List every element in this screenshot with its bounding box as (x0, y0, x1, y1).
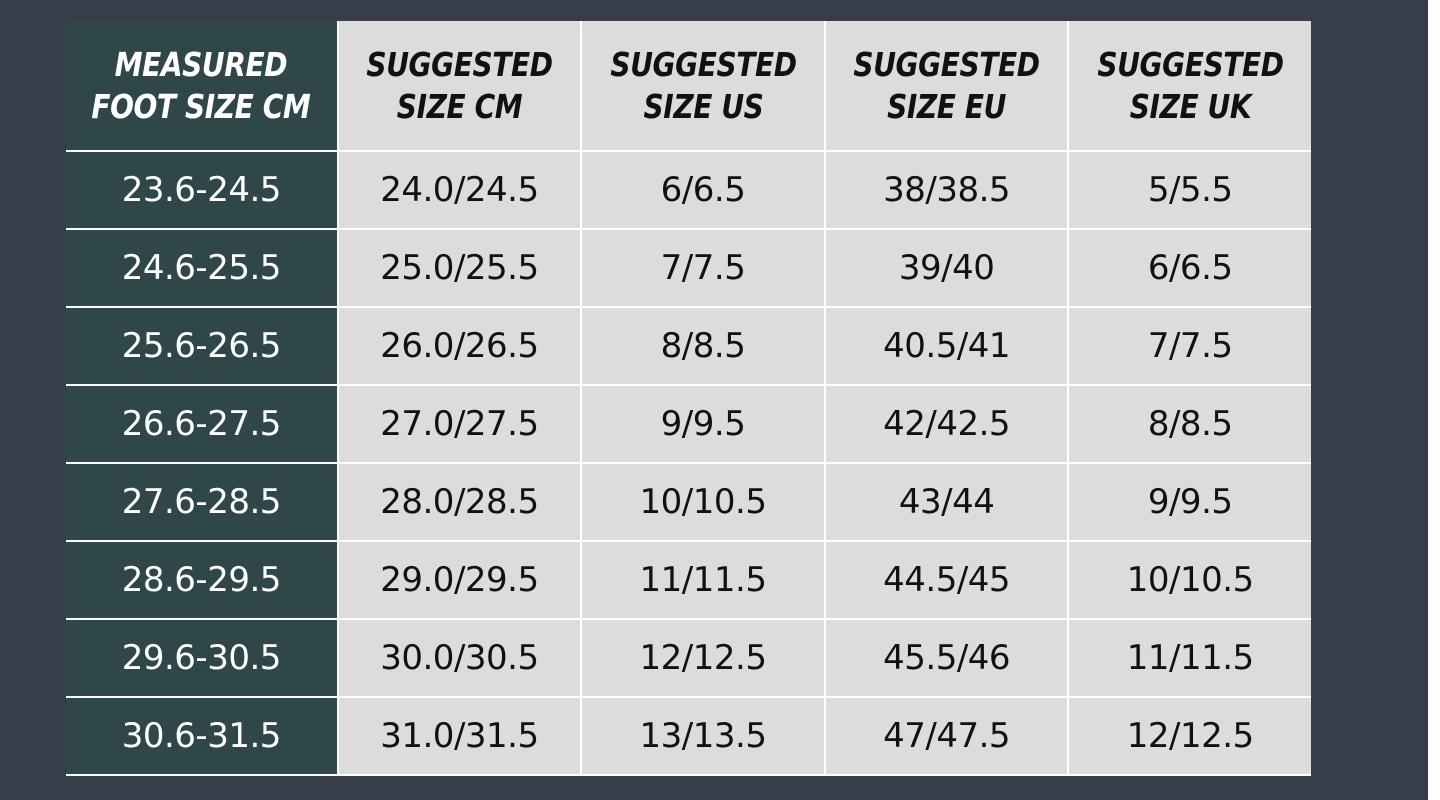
suggested-size-cell: 25.0/25.5 (336, 228, 583, 308)
suggested-size-cell: 6/6.5 (1067, 228, 1311, 308)
table-row: 26.6-27.5 27.0/27.5 9/9.5 42/42.5 8/8.5 (66, 384, 1311, 464)
column-header: MEASURED FOOT SIZE CM (66, 21, 339, 152)
header-line: SIZE UK (1129, 86, 1251, 126)
header-line: MEASURED (115, 44, 288, 84)
header-line: SUGGESTED (853, 44, 1041, 84)
suggested-size-cell: 7/7.5 (580, 228, 826, 308)
size-chart-table: MEASURED FOOT SIZE CM SUGGESTED SIZE CM SUGG… (66, 21, 1311, 776)
table-row: 25.6-26.5 26.0/26.5 8/8.5 40.5/41 7/7.5 (66, 306, 1311, 386)
suggested-size-cell: 7/7.5 (1067, 306, 1311, 386)
header-line: SUGGESTED (609, 44, 797, 84)
suggested-size-cell: 24.0/24.5 (336, 150, 583, 230)
header-line: SIZE CM (396, 86, 523, 126)
suggested-size-cell: 29.0/29.5 (336, 540, 583, 620)
measured-size-cell: 26.6-27.5 (66, 384, 339, 464)
suggested-size-cell: 12/12.5 (580, 618, 826, 698)
suggested-size-cell: 42/42.5 (823, 384, 1070, 464)
column-header-label: SUGGESTED SIZE US (609, 44, 797, 128)
column-header-label: MEASURED FOOT SIZE CM (92, 44, 311, 128)
suggested-size-cell: 5/5.5 (1067, 150, 1311, 230)
column-header: SUGGESTED SIZE EU (823, 21, 1070, 152)
suggested-size-cell: 40.5/41 (823, 306, 1070, 386)
suggested-size-cell: 8/8.5 (1067, 384, 1311, 464)
suggested-size-cell: 9/9.5 (580, 384, 826, 464)
measured-size-cell: 27.6-28.5 (66, 462, 339, 542)
suggested-size-cell: 31.0/31.5 (336, 696, 583, 776)
suggested-size-cell: 47/47.5 (823, 696, 1070, 776)
table-row: 24.6-25.5 25.0/25.5 7/7.5 39/40 6/6.5 (66, 228, 1311, 308)
suggested-size-cell: 38/38.5 (823, 150, 1070, 230)
header-line: FOOT SIZE CM (91, 86, 311, 126)
column-header-label: SUGGESTED SIZE EU (853, 44, 1041, 128)
suggested-size-cell: 39/40 (823, 228, 1070, 308)
suggested-size-cell: 10/10.5 (580, 462, 826, 542)
suggested-size-cell: 44.5/45 (823, 540, 1070, 620)
suggested-size-cell: 27.0/27.5 (336, 384, 583, 464)
column-header: SUGGESTED SIZE US (580, 21, 826, 152)
measured-size-cell: 25.6-26.5 (66, 306, 339, 386)
page-edge (1428, 0, 1440, 800)
suggested-size-cell: 30.0/30.5 (336, 618, 583, 698)
table-row: 27.6-28.5 28.0/28.5 10/10.5 43/44 9/9.5 (66, 462, 1311, 542)
header-line: SIZE US (643, 86, 763, 126)
header-row: MEASURED FOOT SIZE CM SUGGESTED SIZE CM SUGG… (66, 21, 1311, 152)
table-row: 29.6-30.5 30.0/30.5 12/12.5 45.5/46 11/11.5 (66, 618, 1311, 698)
suggested-size-cell: 12/12.5 (1067, 696, 1311, 776)
suggested-size-cell: 8/8.5 (580, 306, 826, 386)
measured-size-cell: 30.6-31.5 (66, 696, 339, 776)
suggested-size-cell: 26.0/26.5 (336, 306, 583, 386)
suggested-size-cell: 13/13.5 (580, 696, 826, 776)
table-row: 28.6-29.5 29.0/29.5 11/11.5 44.5/45 10/10.5 (66, 540, 1311, 620)
suggested-size-cell: 28.0/28.5 (336, 462, 583, 542)
header-line: SUGGESTED (366, 44, 553, 84)
table-row: 23.6-24.5 24.0/24.5 6/6.5 38/38.5 5/5.5 (66, 150, 1311, 230)
column-header: SUGGESTED SIZE UK (1067, 21, 1311, 152)
suggested-size-cell: 9/9.5 (1067, 462, 1311, 542)
measured-size-cell: 24.6-25.5 (66, 228, 339, 308)
suggested-size-cell: 43/44 (823, 462, 1070, 542)
header-line: SIZE EU (887, 86, 1007, 126)
suggested-size-cell: 6/6.5 (580, 150, 826, 230)
suggested-size-cell: 11/11.5 (1067, 618, 1311, 698)
measured-size-cell: 23.6-24.5 (66, 150, 339, 230)
suggested-size-cell: 10/10.5 (1067, 540, 1311, 620)
table-row: 30.6-31.5 31.0/31.5 13/13.5 47/47.5 12/12.5 (66, 696, 1311, 776)
column-header: SUGGESTED SIZE CM (336, 21, 583, 152)
column-header-label: SUGGESTED SIZE CM (366, 44, 553, 128)
suggested-size-cell: 11/11.5 (580, 540, 826, 620)
suggested-size-cell: 45.5/46 (823, 618, 1070, 698)
measured-size-cell: 29.6-30.5 (66, 618, 339, 698)
header-line: SUGGESTED (1097, 44, 1284, 84)
measured-size-cell: 28.6-29.5 (66, 540, 339, 620)
column-header-label: SUGGESTED SIZE UK (1097, 44, 1284, 128)
